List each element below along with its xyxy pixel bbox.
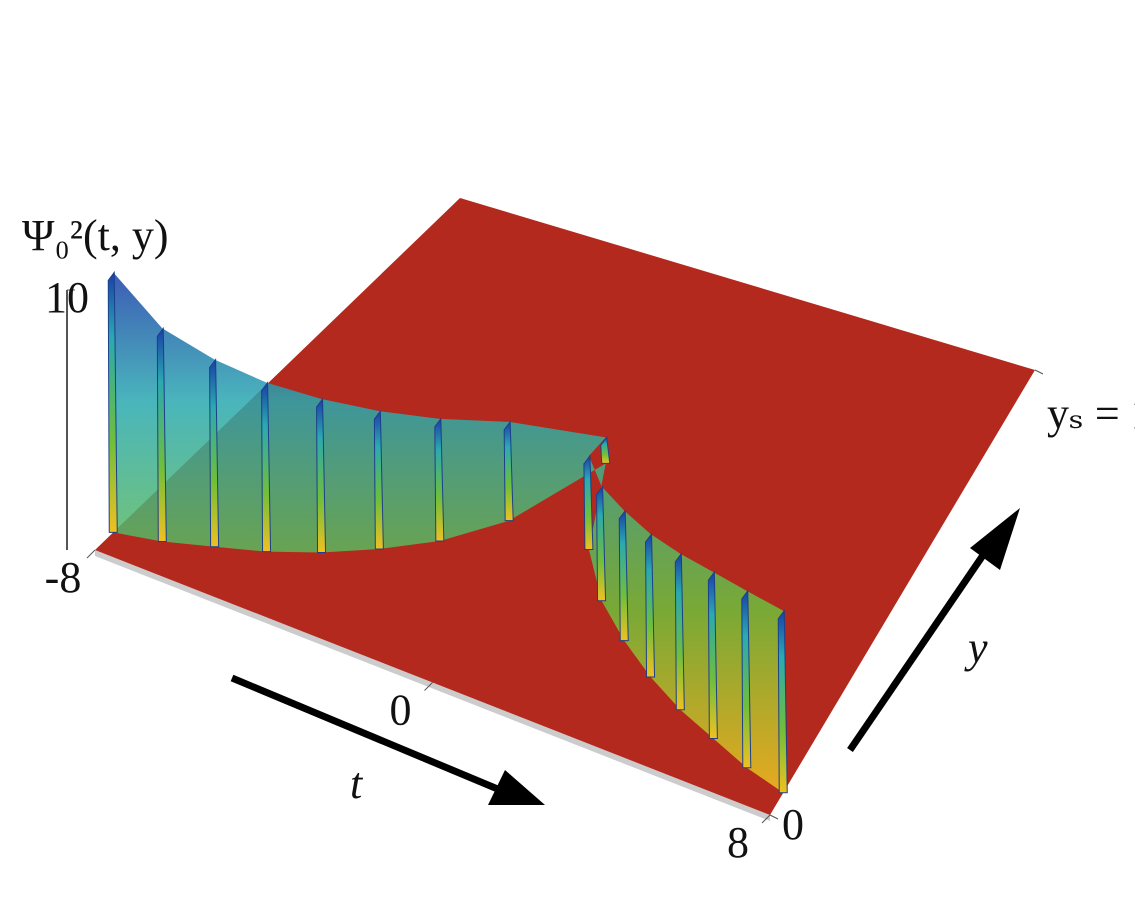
ridge-spike: [777, 609, 788, 794]
ridge-spike: [645, 532, 656, 678]
ridge-spike: [741, 589, 752, 769]
x-tick-label: -8: [45, 553, 82, 602]
x-tick: [86, 549, 96, 559]
ridge-spike: [156, 326, 167, 543]
t-arrow-head: [488, 770, 545, 805]
axis-arrows: [230, 508, 1020, 805]
ridge-spike: [434, 417, 445, 542]
ridge-spike: [707, 570, 718, 740]
ridge-spike: [503, 420, 514, 522]
y-axis-label: y: [964, 623, 988, 672]
y-tick-label: 0: [782, 800, 804, 849]
y-tick-label: yₛ = 1: [1047, 389, 1135, 438]
floor-edge: [95, 550, 770, 821]
ridge-wall: [113, 272, 784, 793]
ridge-spike: [674, 552, 685, 711]
z-tick-label: 10: [45, 273, 89, 322]
ridge-spike: [618, 509, 629, 642]
y-arrow-head: [970, 508, 1020, 570]
x-tick: [761, 814, 771, 824]
ridge-spike: [107, 270, 118, 533]
x-tick-label: 8: [727, 818, 749, 867]
ridge-spike: [373, 409, 384, 550]
t-arrow: [230, 674, 502, 794]
y-tick: [769, 814, 779, 820]
x-tick: [424, 682, 433, 691]
ridge-spike: [316, 397, 327, 553]
ridge-spike: [596, 484, 607, 602]
x-axis-label: t: [350, 759, 364, 808]
x-tick-label: 0: [390, 686, 412, 735]
ridge-spike: [209, 358, 220, 548]
y-tick: [1034, 369, 1044, 375]
y-arrow: [847, 543, 993, 752]
ridge-spike: [261, 381, 272, 553]
ridge-spike: [583, 454, 594, 550]
ridge-spike: [600, 436, 611, 464]
surface-floor: [95, 198, 1035, 815]
z-axis-label: Ψ₀²(t, y): [22, 211, 169, 260]
